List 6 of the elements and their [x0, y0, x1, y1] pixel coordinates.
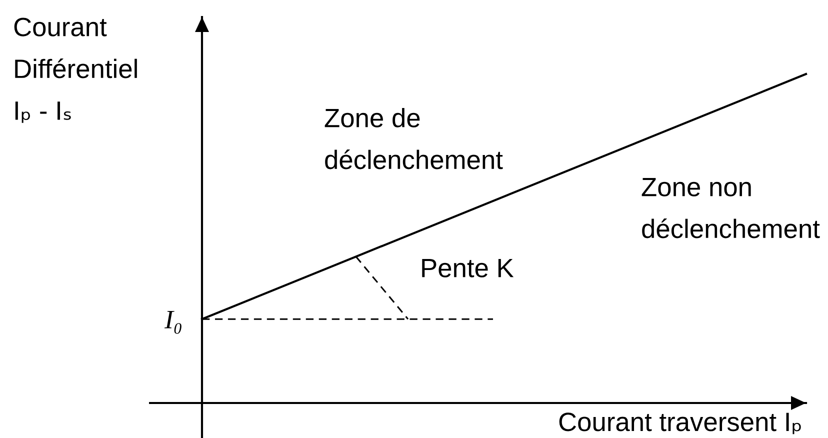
y-axis-title: Courant Différentiel Iₚ - Iₛ — [14, 18, 137, 123]
annotation: Pente K — [422, 258, 514, 278]
x-axis-title: Courant traversent Iₚ — [559, 412, 801, 434]
annotation: Zone non déclenchement — [642, 178, 820, 238]
ref-line-label: I₀ — [164, 310, 182, 334]
annotation: Zone de déclenchement — [324, 108, 503, 170]
